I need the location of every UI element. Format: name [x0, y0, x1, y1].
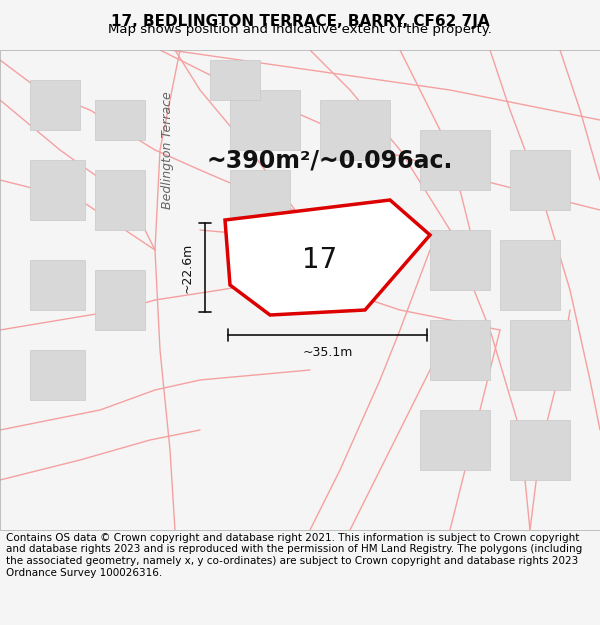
- Polygon shape: [30, 160, 85, 220]
- Text: Contains OS data © Crown copyright and database right 2021. This information is : Contains OS data © Crown copyright and d…: [6, 533, 582, 578]
- Polygon shape: [95, 170, 145, 230]
- Polygon shape: [225, 200, 430, 315]
- Polygon shape: [430, 230, 490, 290]
- Polygon shape: [230, 170, 290, 240]
- Polygon shape: [30, 350, 85, 400]
- Polygon shape: [95, 100, 145, 140]
- Polygon shape: [510, 150, 570, 210]
- Text: ~390m²/~0.096ac.: ~390m²/~0.096ac.: [207, 148, 453, 172]
- Text: Map shows position and indicative extent of the property.: Map shows position and indicative extent…: [108, 23, 492, 36]
- Polygon shape: [320, 100, 390, 160]
- Polygon shape: [30, 80, 80, 130]
- Polygon shape: [30, 260, 85, 310]
- Polygon shape: [420, 130, 490, 190]
- Polygon shape: [230, 90, 300, 150]
- Polygon shape: [510, 320, 570, 390]
- Text: 17: 17: [302, 246, 338, 274]
- Polygon shape: [510, 420, 570, 480]
- Polygon shape: [430, 320, 490, 380]
- Text: ~35.1m: ~35.1m: [302, 346, 353, 359]
- Polygon shape: [95, 270, 145, 330]
- Text: 17, BEDLINGTON TERRACE, BARRY, CF62 7JA: 17, BEDLINGTON TERRACE, BARRY, CF62 7JA: [110, 14, 490, 29]
- Polygon shape: [420, 410, 490, 470]
- Text: ~22.6m: ~22.6m: [181, 242, 193, 292]
- Text: Bedlington Terrace: Bedlington Terrace: [161, 91, 175, 209]
- Polygon shape: [500, 240, 560, 310]
- Polygon shape: [210, 60, 260, 100]
